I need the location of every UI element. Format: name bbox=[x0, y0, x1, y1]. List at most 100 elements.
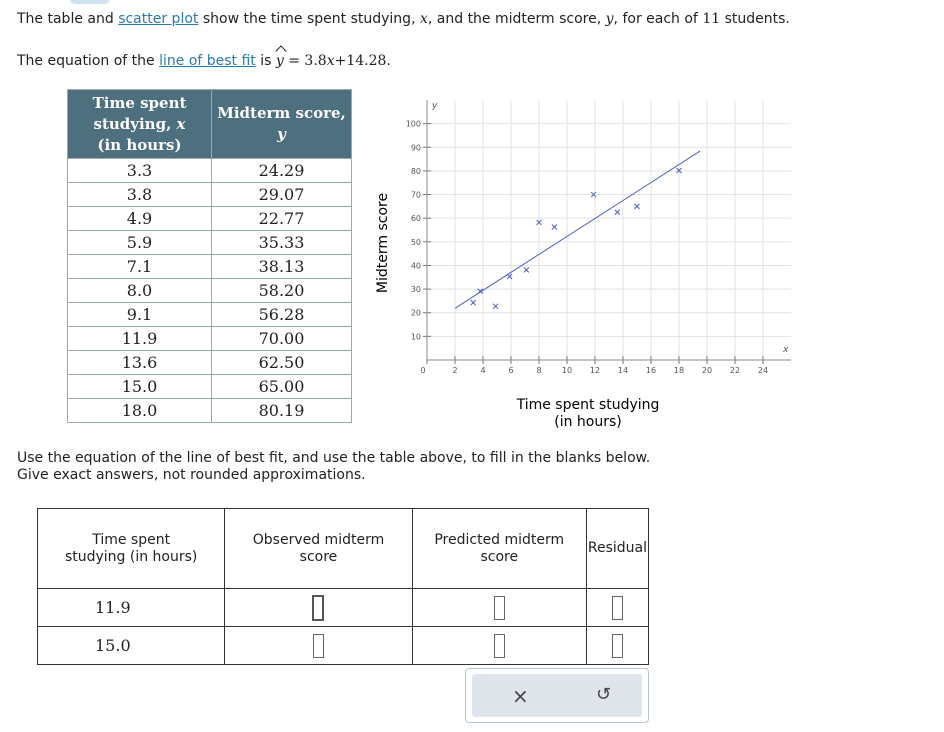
variable: y bbox=[275, 53, 284, 69]
answer-input[interactable] bbox=[493, 633, 505, 658]
x-tick-label: 8 bbox=[536, 366, 541, 375]
row: 11.9 bbox=[36, 588, 650, 627]
cell: 24.29 bbox=[211, 158, 352, 183]
header: Observed midterm score bbox=[224, 508, 413, 589]
x-tick-label: 10 bbox=[562, 366, 572, 375]
cell: 38.13 bbox=[211, 254, 352, 279]
row: 7.1 38.13 bbox=[67, 254, 352, 279]
x-tick-label: 0 bbox=[420, 366, 425, 375]
data-point bbox=[536, 219, 542, 226]
x-tick-label: 22 bbox=[730, 366, 740, 375]
x-tick-label: 20 bbox=[702, 366, 712, 375]
cell: 15.0 bbox=[67, 374, 212, 399]
row: 13.6 62.50 bbox=[67, 350, 352, 375]
cell: 11.9 bbox=[67, 326, 212, 351]
header: Residual bbox=[585, 508, 650, 589]
data-point bbox=[614, 209, 621, 216]
intro-text: students. bbox=[720, 11, 790, 27]
header: Time spent studying, x (in hours) bbox=[67, 89, 212, 159]
row: 3.8 29.07 bbox=[67, 182, 352, 207]
row: 3.3 24.29 bbox=[67, 158, 352, 183]
fit-line bbox=[454, 150, 701, 309]
row: 4.9 22.77 bbox=[67, 206, 352, 231]
scatter-plot: 0 2 4 6 8 10 12 14 16 18 20 22 241020304050607080901… bbox=[375, 100, 791, 430]
x-tick-label: 24 bbox=[758, 366, 768, 375]
y-tick-label: 90 bbox=[411, 143, 421, 152]
answer-input[interactable] bbox=[312, 633, 324, 658]
row: 15.0 65.00 bbox=[67, 374, 352, 399]
x-tick-label: 16 bbox=[646, 366, 656, 375]
row: 18.0 80.19 bbox=[67, 398, 352, 423]
cell bbox=[585, 588, 650, 627]
link[interactable]: line of best fit bbox=[159, 53, 256, 69]
x-variable: x bbox=[782, 345, 789, 355]
cell: 18.0 bbox=[67, 398, 212, 423]
text: is bbox=[255, 53, 276, 69]
y-tick-label: 50 bbox=[411, 238, 421, 247]
header: Time spent studying (in hours) bbox=[36, 508, 226, 589]
answer-input[interactable] bbox=[611, 633, 623, 658]
data-point bbox=[506, 273, 513, 280]
cell: 65.00 bbox=[211, 374, 352, 399]
cell bbox=[585, 626, 650, 665]
cell: 4.9 bbox=[67, 206, 212, 231]
x-tick-label: 12 bbox=[590, 366, 600, 375]
y-variable: y bbox=[431, 101, 438, 111]
answer-input[interactable] bbox=[493, 595, 505, 620]
equation: +14.28. bbox=[334, 53, 391, 69]
cell: 9.1 bbox=[67, 302, 212, 327]
cell bbox=[411, 588, 587, 627]
row: 5.9 35.33 bbox=[67, 230, 352, 255]
header-unit: (in hours) bbox=[97, 135, 182, 154]
data-point bbox=[523, 267, 530, 273]
intro-text: , and the midterm score, bbox=[427, 11, 606, 27]
cell: 62.50 bbox=[211, 350, 352, 375]
reset-button[interactable]: ↺ bbox=[596, 684, 612, 705]
answer-input[interactable] bbox=[312, 594, 325, 621]
row: 8.0 58.20 bbox=[67, 278, 352, 303]
y-tick-label: 30 bbox=[411, 285, 421, 294]
instruction: Use the equation of the line of best fit… bbox=[17, 450, 651, 466]
data-point bbox=[634, 203, 640, 210]
cell: 3.8 bbox=[67, 182, 212, 207]
cell bbox=[224, 626, 413, 665]
cell: 58.20 bbox=[211, 278, 352, 303]
variable: x bbox=[176, 114, 186, 133]
intro-text: show the time spent studying, bbox=[198, 11, 420, 27]
intro-text: The table and bbox=[17, 11, 119, 27]
answer-input[interactable] bbox=[611, 595, 623, 620]
instruction: Give exact answers, not rounded approxim… bbox=[17, 467, 366, 483]
header: Predicted midterm score bbox=[411, 508, 587, 589]
cell bbox=[411, 626, 587, 665]
y-tick-label: 40 bbox=[411, 261, 421, 270]
cell: 56.28 bbox=[211, 302, 352, 327]
variable: x bbox=[419, 11, 428, 27]
link[interactable]: scatter plot bbox=[118, 11, 199, 27]
instructions: Use the equation of the line of best fit… bbox=[17, 450, 650, 484]
clear-button[interactable]: × bbox=[512, 684, 529, 708]
x-tick-label: 14 bbox=[618, 366, 628, 375]
tab-indicator bbox=[70, 0, 110, 4]
variable: y bbox=[277, 125, 286, 143]
equation: = 3.8 bbox=[283, 53, 327, 69]
data-point bbox=[477, 288, 484, 295]
data-point bbox=[551, 224, 558, 230]
x-tick-label: 18 bbox=[674, 366, 684, 375]
data-point bbox=[470, 299, 477, 306]
button-bar: × ↺ bbox=[472, 674, 642, 717]
cell: 5.9 bbox=[67, 230, 212, 255]
cell bbox=[224, 588, 413, 627]
y-tick-label: 80 bbox=[411, 167, 421, 176]
cell: 22.77 bbox=[211, 206, 352, 231]
y-tick-label: 20 bbox=[411, 309, 421, 318]
x-axis-label: (in hours) bbox=[554, 414, 622, 430]
header-text: Midterm score, bbox=[217, 104, 346, 122]
button-panel: × ↺ bbox=[465, 668, 649, 723]
cell: 13.6 bbox=[67, 350, 212, 375]
y-tick-label: 60 bbox=[411, 214, 421, 223]
x-tick-label: 2 bbox=[452, 366, 457, 375]
y-tick-label: 10 bbox=[411, 332, 421, 341]
data-point bbox=[590, 191, 597, 198]
cell: 7.1 bbox=[67, 254, 212, 279]
